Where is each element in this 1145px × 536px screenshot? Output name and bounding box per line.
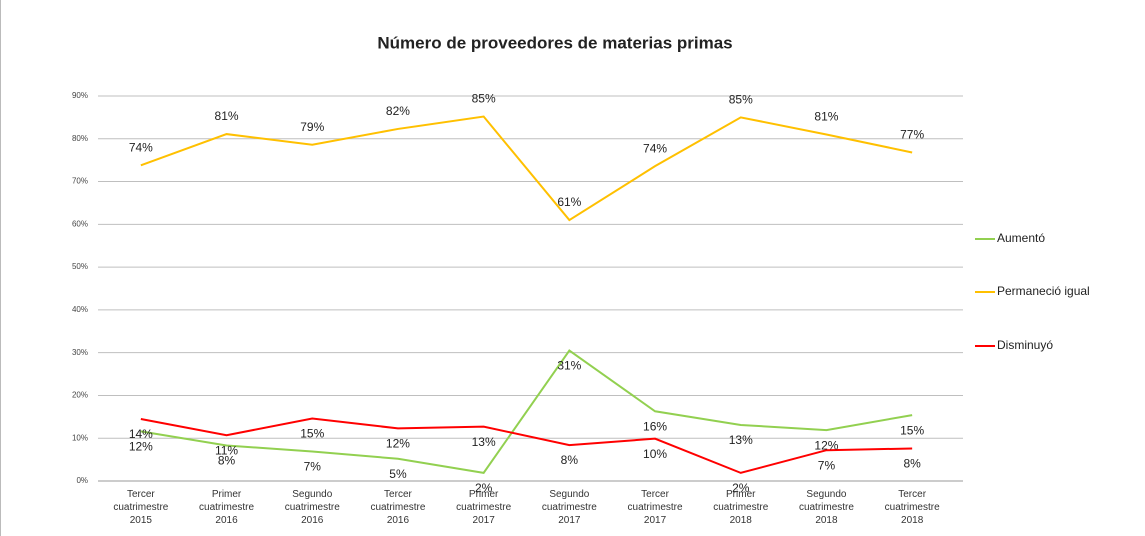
y-tick-label: 30% (72, 348, 88, 357)
x-tick-label: Tercer cuatrimestre 2016 (370, 489, 425, 526)
legend-label: Permaneció igual (997, 284, 1090, 298)
data-label: 77% (900, 128, 924, 142)
data-label: 13% (472, 435, 496, 449)
x-tick-label: Primer cuatrimestre 2017 (456, 489, 511, 526)
y-tick-label: 80% (72, 134, 88, 143)
chart-title: Número de proveedores de materias primas (377, 33, 732, 52)
x-tick-label: Tercer cuatrimestre 2015 (113, 489, 168, 526)
x-tick-label: Segundo cuatrimestre 2016 (285, 489, 340, 526)
y-tick-label: 20% (72, 391, 88, 400)
data-label: 15% (900, 423, 924, 437)
data-label: 81% (814, 110, 838, 124)
data-label: 16% (643, 419, 667, 433)
data-label: 5% (389, 467, 407, 481)
data-label: 10% (643, 447, 667, 461)
data-label: 8% (903, 457, 921, 471)
series-line (140, 417, 913, 474)
y-tick-label: 70% (72, 177, 88, 186)
data-label: 13% (729, 433, 753, 447)
data-label: 85% (472, 92, 496, 106)
y-tick-label: 50% (72, 262, 88, 271)
y-tick-label: 60% (72, 219, 88, 228)
y-tick-label: 0% (76, 476, 88, 485)
y-tick-label: 10% (72, 433, 88, 442)
data-label: 14% (129, 427, 153, 441)
series-line (140, 349, 913, 474)
data-label: 2% (732, 481, 750, 495)
x-tick-label: Primer cuatrimestre 2018 (713, 489, 768, 526)
data-label: 74% (129, 140, 153, 154)
series-line (140, 115, 913, 222)
data-label: 79% (300, 120, 324, 134)
data-label: 8% (561, 453, 579, 467)
x-tick-label: Tercer cuatrimestre 2017 (628, 489, 683, 526)
data-label: 12% (129, 440, 153, 454)
data-label: 15% (300, 427, 324, 441)
data-label: 81% (215, 109, 239, 123)
y-tick-label: 90% (72, 91, 88, 100)
x-tick-label: Segundo cuatrimestre 2018 (799, 489, 854, 526)
x-tick-label: Primer cuatrimestre 2016 (199, 489, 254, 526)
x-tick-label: Segundo cuatrimestre 2017 (542, 489, 597, 526)
data-label: 8% (218, 454, 236, 468)
data-label: 12% (386, 437, 410, 451)
legend-label: Disminuyó (997, 338, 1053, 352)
x-tick-label: Tercer cuatrimestre 2018 (885, 489, 940, 526)
data-label: 61% (557, 195, 581, 209)
data-label: 11% (215, 443, 238, 457)
data-label: 7% (818, 458, 836, 472)
data-label: 74% (643, 141, 667, 155)
data-label: 12% (814, 438, 838, 452)
data-label: 7% (304, 460, 322, 474)
legend-label: Aumentó (997, 231, 1045, 245)
data-label: 31% (557, 359, 581, 373)
data-label: 2% (475, 481, 493, 495)
y-tick-label: 40% (72, 305, 88, 314)
data-label: 82% (386, 104, 410, 118)
data-label: 85% (729, 93, 753, 107)
